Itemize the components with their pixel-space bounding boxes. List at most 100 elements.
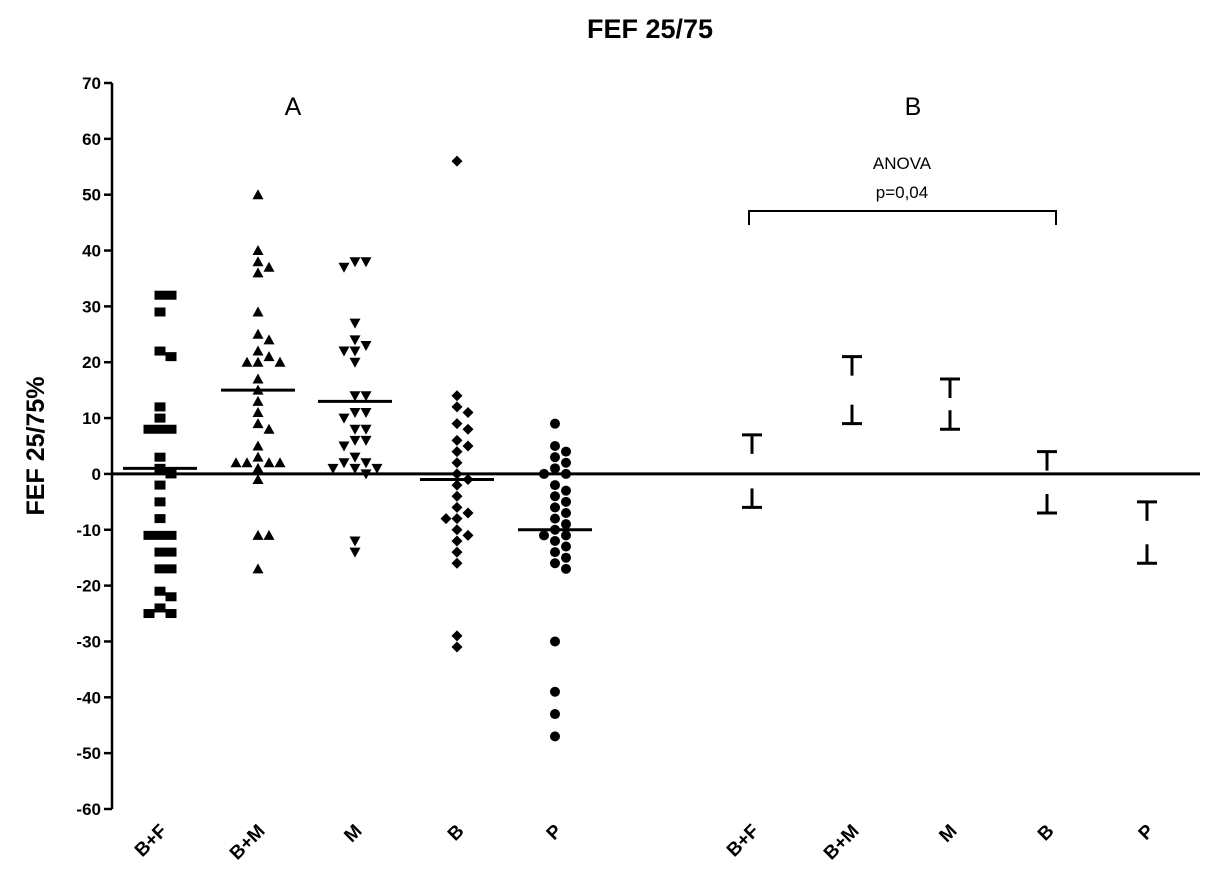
y-tick-label: 30 [82, 297, 101, 316]
data-point [165, 564, 177, 574]
data-point [349, 407, 361, 418]
data-point [550, 418, 560, 429]
data-point [462, 507, 474, 519]
data-point [451, 457, 463, 469]
data-point [143, 609, 155, 619]
data-point [550, 480, 560, 491]
data-point [252, 267, 264, 278]
data-point [241, 457, 253, 468]
y-tick-label: 0 [92, 465, 101, 484]
data-point [349, 391, 361, 402]
data-point [154, 424, 166, 434]
data-point [451, 446, 463, 458]
panel-b: B ANOVA p=0,04 [742, 93, 1157, 565]
y-tick-label: -20 [76, 577, 101, 596]
data-point [440, 513, 452, 525]
panel-a: A [123, 93, 592, 742]
data-point [360, 340, 372, 351]
data-point [349, 346, 361, 357]
data-point [327, 463, 339, 474]
data-point [252, 245, 264, 256]
data-point [550, 452, 560, 463]
data-point [451, 557, 463, 569]
data-point [550, 547, 560, 558]
data-point [165, 530, 177, 540]
data-point [143, 530, 155, 540]
data-point [371, 463, 383, 474]
data-point [154, 413, 166, 423]
x-tick-label: B+F [131, 821, 172, 862]
data-point [451, 418, 463, 430]
data-point [154, 480, 166, 490]
data-point [154, 402, 166, 412]
data-point [550, 731, 560, 742]
x-tick-label: M [935, 821, 961, 847]
data-point [154, 290, 166, 300]
data-point [561, 468, 571, 479]
data-point [165, 290, 177, 300]
data-point [451, 513, 463, 525]
data-point [550, 709, 560, 720]
data-point [349, 357, 361, 368]
data-point [252, 406, 264, 417]
data-point [143, 424, 155, 434]
data-point [451, 501, 463, 513]
data-point [462, 440, 474, 452]
data-point [451, 490, 463, 502]
data-point [561, 519, 571, 530]
data-point [252, 418, 264, 429]
y-tick-label: 20 [82, 353, 101, 372]
data-point [252, 256, 264, 267]
data-point [451, 468, 463, 480]
data-point [154, 530, 166, 540]
data-point [263, 334, 275, 345]
data-point [165, 609, 177, 619]
data-point [263, 423, 275, 434]
data-point [165, 424, 177, 434]
x-tick-label: M [340, 821, 366, 847]
x-tick-label: P [1135, 820, 1159, 844]
data-point [462, 423, 474, 435]
data-point [561, 485, 571, 496]
y-tick-label: 50 [82, 186, 101, 205]
data-point [451, 641, 463, 653]
data-point [451, 401, 463, 413]
data-point [550, 502, 560, 513]
data-point [241, 356, 253, 367]
x-tick-label: B+F [723, 821, 764, 862]
data-point [451, 630, 463, 642]
data-point [360, 469, 372, 480]
data-point [360, 424, 372, 435]
data-point [451, 546, 463, 558]
data-point [349, 257, 361, 268]
data-point [360, 458, 372, 469]
data-point [550, 558, 560, 569]
data-point [360, 407, 372, 418]
anova-bracket [748, 210, 1057, 225]
y-tick-label: 60 [82, 130, 101, 149]
data-point [338, 413, 350, 424]
y-axis: 70 60 50 40 30 20 10 0 -10 -20 -30 -40 -50 -60 [76, 74, 114, 819]
data-point [154, 564, 166, 574]
data-point [154, 514, 166, 524]
data-point [451, 524, 463, 536]
data-point [349, 536, 361, 547]
data-point [154, 547, 166, 557]
data-point [252, 395, 264, 406]
data-point [550, 441, 560, 451]
data-point [154, 452, 166, 462]
data-point [230, 457, 242, 468]
data-point [550, 513, 560, 524]
data-point [462, 529, 474, 541]
data-point [252, 474, 264, 485]
data-point [338, 346, 350, 357]
data-point [451, 535, 463, 547]
y-tick-label: -10 [76, 521, 101, 540]
y-tick-label: -30 [76, 632, 101, 651]
data-point [165, 352, 177, 362]
x-tick-label: B [444, 821, 469, 846]
data-point [263, 457, 275, 468]
data-point [252, 529, 264, 540]
data-point [550, 686, 560, 697]
y-tick-label: 40 [82, 242, 101, 261]
